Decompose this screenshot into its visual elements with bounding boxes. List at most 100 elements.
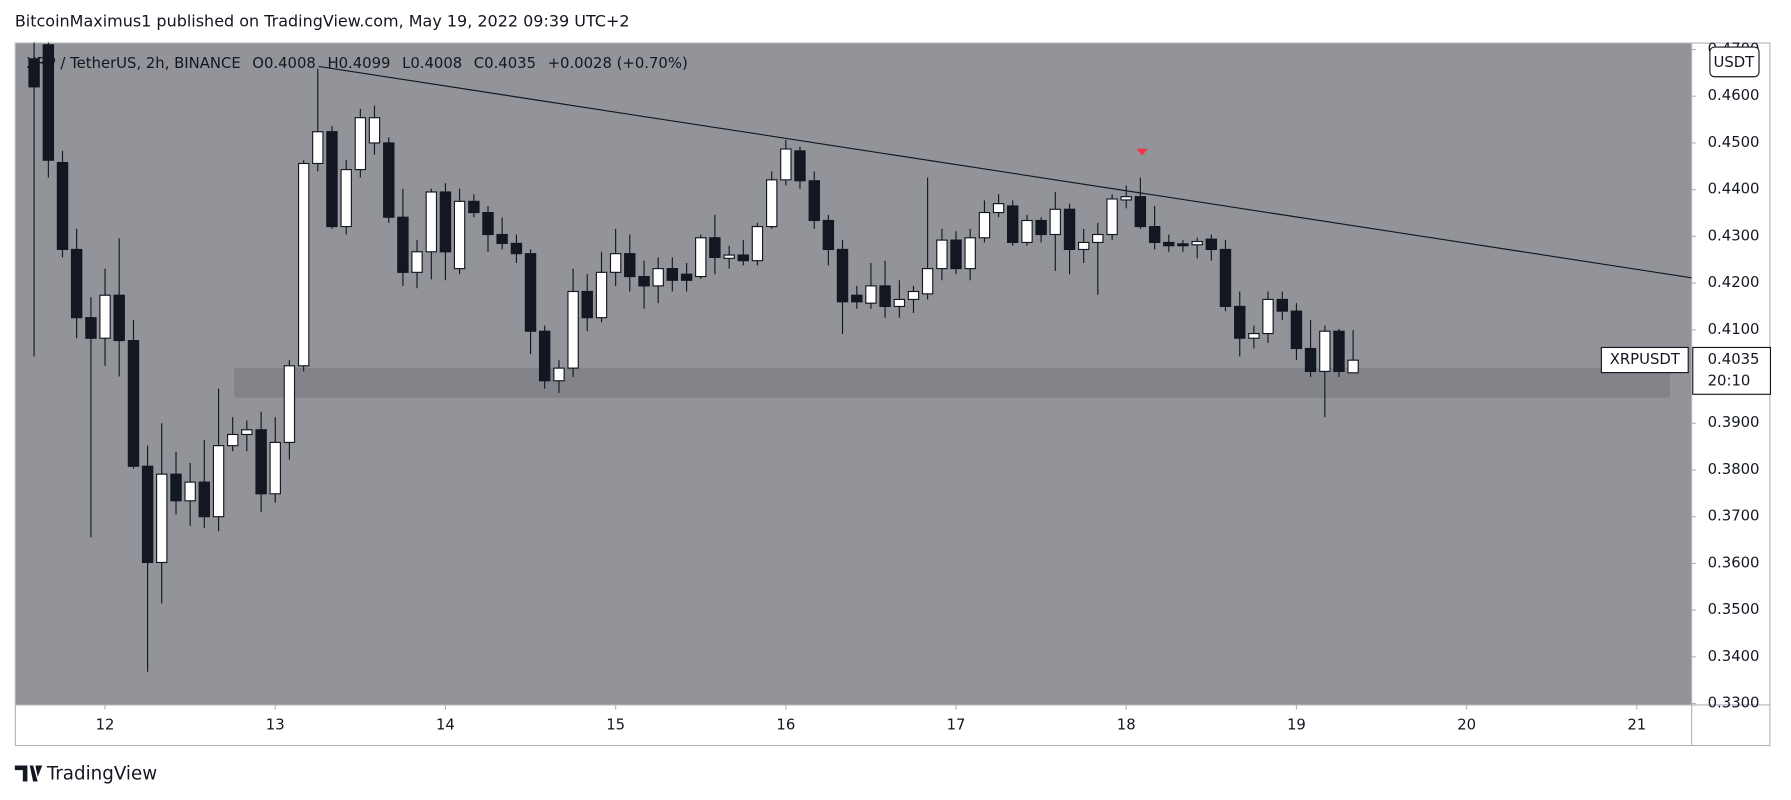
candle-body bbox=[1205, 238, 1218, 251]
x-axis: 12 13 14 15 16 17 18 19 20 21 bbox=[96, 704, 1646, 734]
y-tick-label: 0.3400 bbox=[1708, 648, 1760, 665]
legend-value: 0.4008 bbox=[410, 55, 462, 72]
y-tick-label: 0.4200 bbox=[1708, 274, 1760, 291]
candle-body bbox=[1333, 330, 1345, 372]
publisher-header: BitcoinMaximus1 published on TradingView… bbox=[15, 11, 630, 30]
candle-body bbox=[936, 239, 948, 270]
candle-body bbox=[652, 268, 664, 287]
candle-body bbox=[354, 117, 367, 171]
legend-key: O bbox=[252, 55, 264, 72]
legend-key: L bbox=[402, 55, 411, 72]
price-badge bbox=[1692, 346, 1772, 395]
x-tick-label: 12 bbox=[96, 717, 115, 734]
candle-body bbox=[1319, 330, 1331, 372]
candle-body bbox=[1276, 298, 1289, 312]
candle-body bbox=[595, 271, 608, 319]
candle-body bbox=[1177, 243, 1189, 247]
candle-body bbox=[780, 148, 792, 181]
candle-body bbox=[312, 131, 324, 165]
candle-body bbox=[340, 168, 352, 228]
candle-body bbox=[411, 251, 423, 273]
candle-body bbox=[893, 298, 906, 308]
candle-body bbox=[85, 317, 97, 339]
support-zone bbox=[234, 368, 1670, 398]
candle-body bbox=[241, 429, 253, 436]
candle-body bbox=[510, 242, 523, 255]
candle-body bbox=[1262, 298, 1274, 335]
candle-body bbox=[978, 211, 991, 239]
candle-body bbox=[851, 294, 863, 303]
signal-arrow bbox=[1136, 148, 1148, 156]
x-tick-label: 19 bbox=[1287, 717, 1306, 734]
candle-body bbox=[326, 131, 338, 228]
y-tick-label: 0.3900 bbox=[1708, 414, 1760, 431]
candle-body bbox=[70, 248, 83, 319]
trend-line bbox=[318, 65, 1692, 279]
candle-body bbox=[709, 237, 721, 258]
legend-symbol: XRP / TetherUS, 2h, BINANCE bbox=[26, 55, 240, 72]
symbol-label: XRPUSDT bbox=[1610, 351, 1681, 368]
candle-body bbox=[156, 473, 168, 564]
candle-body bbox=[737, 254, 750, 262]
y-tick-label: 0.4400 bbox=[1708, 181, 1760, 198]
candle-body bbox=[397, 216, 409, 273]
candle-body bbox=[99, 294, 111, 339]
legend-key: C bbox=[474, 55, 484, 72]
legend-key: H bbox=[327, 55, 338, 72]
y-tick-label: 0.4300 bbox=[1708, 227, 1760, 244]
candle-body bbox=[170, 473, 182, 502]
unit-badge bbox=[1709, 46, 1760, 78]
candle-body bbox=[141, 465, 154, 564]
candle-body bbox=[1134, 196, 1147, 228]
x-tick-label: 17 bbox=[947, 717, 966, 734]
y-tick-label: 0.3600 bbox=[1708, 554, 1760, 571]
candle-body bbox=[226, 433, 239, 447]
candle-body bbox=[42, 44, 55, 161]
candle-body bbox=[865, 285, 877, 304]
candle-body bbox=[1163, 241, 1175, 247]
candle-body bbox=[879, 285, 891, 308]
legend: XRP / TetherUS, 2h, BINANCE O0.4008 H0.4… bbox=[26, 55, 687, 72]
x-tick-label: 21 bbox=[1627, 717, 1646, 734]
candle-body bbox=[1234, 305, 1246, 339]
candle-body bbox=[1219, 248, 1232, 308]
candle-body bbox=[255, 429, 267, 495]
candle-body bbox=[907, 290, 920, 301]
candle-body bbox=[1106, 198, 1118, 236]
candle-body bbox=[127, 339, 140, 467]
candle-body bbox=[1063, 208, 1076, 251]
candle-body bbox=[666, 268, 679, 281]
x-tick-label: 16 bbox=[776, 717, 795, 734]
candle-body bbox=[1007, 205, 1019, 244]
candle-body bbox=[1290, 310, 1303, 350]
candles bbox=[28, 42, 1359, 672]
candle-body bbox=[1248, 332, 1260, 339]
candle-body bbox=[1021, 219, 1033, 244]
candle-body bbox=[468, 200, 480, 214]
y-tick-label: 0.4600 bbox=[1708, 87, 1760, 104]
legend-change: +0.0028 (+0.70%) bbox=[548, 55, 688, 72]
candle-body bbox=[609, 253, 622, 273]
candle-body bbox=[808, 180, 820, 222]
x-tick-label: 20 bbox=[1457, 717, 1476, 734]
candle-body bbox=[553, 367, 565, 382]
drawings bbox=[28, 42, 1692, 672]
candle-body bbox=[1120, 196, 1132, 201]
candle-body bbox=[368, 117, 381, 144]
candle-body bbox=[1304, 347, 1317, 372]
candle-body bbox=[439, 191, 452, 253]
y-tick-label: 0.3700 bbox=[1708, 508, 1760, 525]
x-tick-label: 14 bbox=[436, 717, 455, 734]
candle-body bbox=[1049, 208, 1061, 236]
candle-body bbox=[496, 233, 508, 244]
y-tick-label: 0.4500 bbox=[1708, 134, 1760, 151]
candle-body bbox=[212, 445, 225, 518]
y-tick-label: 0.3300 bbox=[1708, 695, 1760, 712]
candle-body bbox=[1092, 233, 1104, 244]
candle-body bbox=[680, 273, 693, 281]
candle-body bbox=[113, 294, 125, 342]
candle-body bbox=[921, 268, 934, 295]
candle-body bbox=[184, 481, 196, 502]
